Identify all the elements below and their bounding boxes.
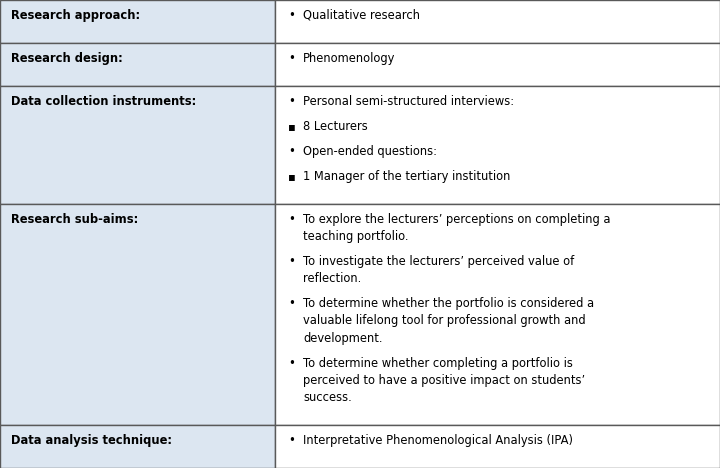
Text: To determine whether the portfolio is considered a: To determine whether the portfolio is co… [303,297,594,310]
Bar [0,425,275,468]
Text: •: • [288,52,295,65]
Text: 1 Manager of the tertiary institution: 1 Manager of the tertiary institution [303,170,510,183]
Text: Personal semi-structured interviews:: Personal semi-structured interviews: [303,95,514,108]
Text: Data analysis technique:: Data analysis technique: [11,434,172,447]
Text: •: • [288,434,295,447]
Text: To investigate the lecturers’ perceived value of: To investigate the lecturers’ perceived … [303,255,575,268]
Text: •: • [288,297,295,310]
Bar [275,204,720,425]
Text: Phenomenology: Phenomenology [303,52,395,65]
Text: ▪: ▪ [288,120,296,133]
Bar [275,0,720,43]
Bar [0,43,275,86]
Text: •: • [288,95,295,108]
Bar [275,43,720,86]
Text: •: • [288,9,295,22]
Text: •: • [288,212,295,226]
Text: Qualitative research: Qualitative research [303,9,420,22]
Bar [0,204,275,425]
Text: 8 Lecturers: 8 Lecturers [303,120,368,133]
Bar [0,86,275,204]
Text: Data collection instruments:: Data collection instruments: [11,95,196,108]
Text: valuable lifelong tool for professional growth and: valuable lifelong tool for professional … [303,314,585,327]
Text: Research design:: Research design: [11,52,122,65]
Text: •: • [288,145,295,158]
Text: ▪: ▪ [288,170,296,183]
Text: teaching portfolio.: teaching portfolio. [303,230,408,243]
Bar [0,0,275,43]
Text: Research approach:: Research approach: [11,9,140,22]
Text: To determine whether completing a portfolio is: To determine whether completing a portfo… [303,357,573,370]
Text: Research sub-aims:: Research sub-aims: [11,212,138,226]
Text: success.: success. [303,391,352,404]
Text: Open-ended questions:: Open-ended questions: [303,145,437,158]
Text: •: • [288,255,295,268]
Bar [275,425,720,468]
Text: To explore the lecturers’ perceptions on completing a: To explore the lecturers’ perceptions on… [303,212,611,226]
Text: development.: development. [303,332,382,344]
Bar [275,86,720,204]
Text: Interpretative Phenomenological Analysis (IPA): Interpretative Phenomenological Analysis… [303,434,573,447]
Text: perceived to have a positive impact on students’: perceived to have a positive impact on s… [303,374,585,387]
Text: •: • [288,357,295,370]
Text: reflection.: reflection. [303,272,361,285]
